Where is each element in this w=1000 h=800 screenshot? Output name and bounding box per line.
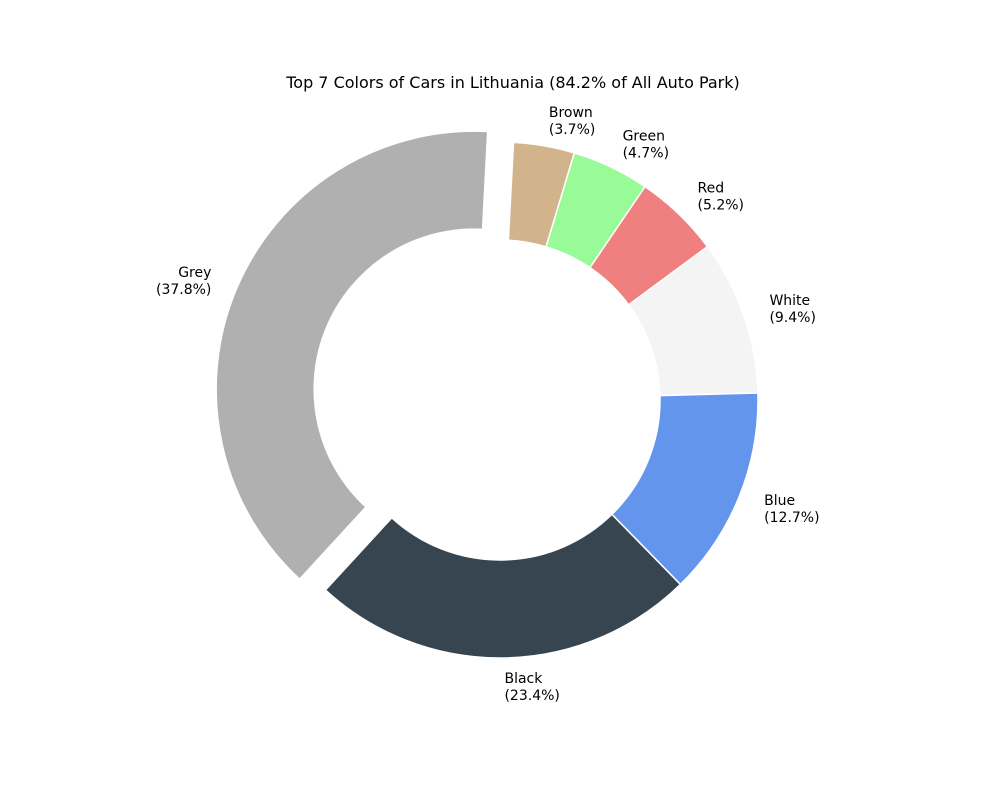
slice-label-green: Green (4.7%) bbox=[623, 129, 670, 162]
chart-title: Top 7 Colors of Cars in Lithuania (84.2%… bbox=[285, 73, 740, 92]
slice-label-white: White (9.4%) bbox=[769, 293, 816, 326]
slice-label-black: Black (23.4%) bbox=[504, 671, 559, 704]
slices-group bbox=[216, 131, 758, 658]
slice-label-grey: Grey (37.8%) bbox=[156, 265, 211, 298]
slice-label-brown: Brown (3.7%) bbox=[549, 105, 596, 138]
slice-black bbox=[325, 514, 680, 658]
slice-grey bbox=[216, 131, 488, 579]
slice-label-blue: Blue (12.7%) bbox=[764, 493, 819, 526]
slice-label-red: Red (5.2%) bbox=[698, 181, 745, 214]
